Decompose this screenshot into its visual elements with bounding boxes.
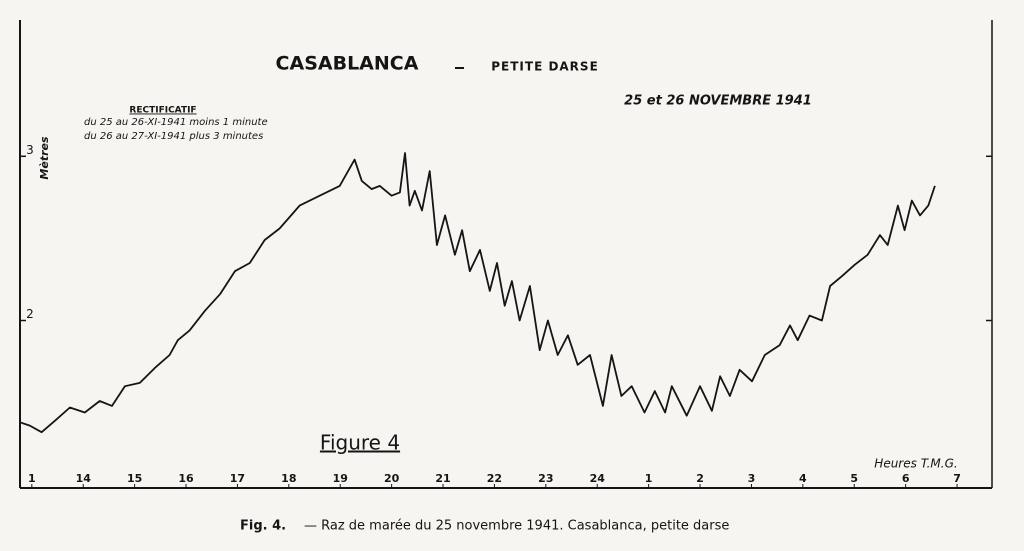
- y-axis-label: Mètres: [38, 136, 51, 180]
- x-tick-label: 17: [230, 472, 245, 485]
- x-tick-label: 1: [28, 472, 36, 485]
- chart-title: CASABLANCA: [276, 53, 419, 75]
- x-tick-label: 23: [538, 472, 553, 485]
- date: 25 et 26 NOVEMBRE 1941: [624, 94, 812, 109]
- figure-label: Figure 4: [320, 431, 400, 455]
- x-tick-label: 5: [850, 472, 858, 485]
- x-tick-label: 3: [748, 472, 756, 485]
- note-title: RECTIFICATIF: [129, 106, 196, 116]
- x-tick-label: 14: [76, 472, 92, 485]
- caption-label: Fig. 4.: [240, 519, 286, 534]
- x-tick-label: 19: [333, 472, 348, 485]
- caption-text: — Raz de marée du 25 novembre 1941. Casa…: [304, 519, 729, 534]
- note-line: du 25 au 26-XI-1941 moins 1 minute: [84, 117, 268, 128]
- x-tick-label: 24: [590, 472, 606, 485]
- x-tick-label: 21: [435, 472, 450, 485]
- x-axis-label: Heures T.M.G.: [874, 457, 957, 471]
- x-tick-label: 2: [696, 472, 704, 485]
- x-tick-label: 6: [902, 472, 910, 485]
- y-tick-label: 3: [26, 143, 34, 157]
- x-tick-label: 15: [127, 472, 142, 485]
- x-tick-label: 16: [178, 472, 194, 485]
- x-tick-label: 22: [487, 472, 502, 485]
- y-tick-label: 2: [26, 307, 34, 321]
- chart-subtitle: PETITE DARSE: [491, 60, 599, 74]
- tide-line: [19, 152, 936, 434]
- x-tick-label: 7: [953, 472, 961, 485]
- x-tick-label: 20: [384, 472, 400, 485]
- x-tick-label: 18: [281, 472, 296, 485]
- note-line: du 26 au 27-XI-1941 plus 3 minutes: [84, 131, 263, 142]
- x-tick-label: 1: [645, 472, 653, 485]
- x-tick-label: 4: [799, 472, 807, 485]
